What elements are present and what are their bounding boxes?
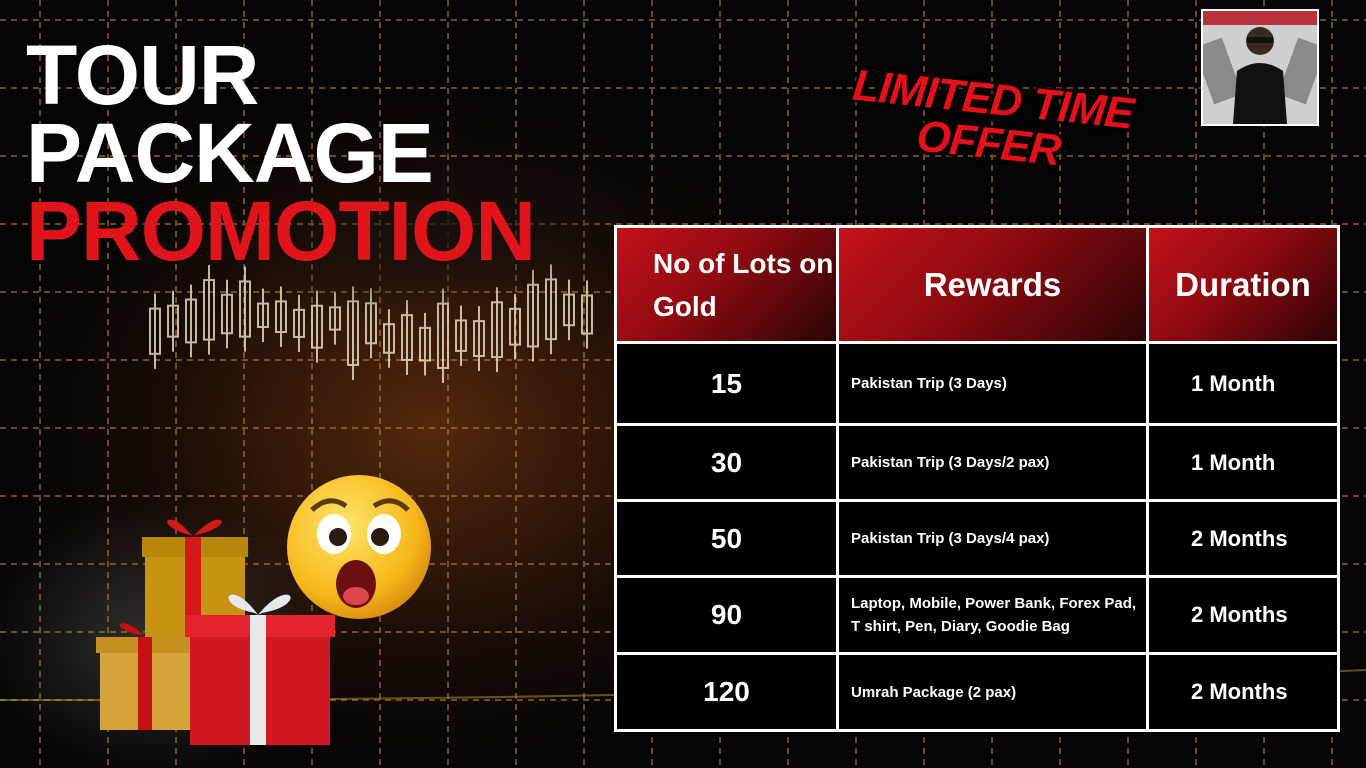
shocked-emoji-icon: [284, 472, 434, 627]
duration-value: 1 Month: [1149, 426, 1337, 499]
gift-boxes-icon: [90, 505, 350, 760]
lots-value: 50: [617, 502, 836, 575]
lots-value: 15: [617, 344, 836, 423]
header-duration: Duration: [1149, 228, 1337, 341]
candle-body: [167, 304, 179, 338]
candle-body: [473, 320, 485, 358]
avatar: [1201, 9, 1319, 126]
candle-body: [203, 279, 215, 341]
promo-table: No of Lots on Gold Rewards Duration 15 P…: [614, 225, 1340, 732]
page-title: TOUR PACKAGE PROMOTION: [26, 28, 536, 278]
header-lots: No of Lots on Gold: [617, 228, 836, 341]
headline-line-1: TOUR: [26, 28, 259, 122]
reward-value: Pakistan Trip (3 Days/2 pax): [839, 426, 1146, 499]
candle-body: [419, 326, 431, 362]
candle-body: [383, 323, 395, 354]
reward-value: Pakistan Trip (3 Days/4 pax): [839, 502, 1146, 575]
candle-body: [563, 293, 575, 327]
duration-value: 2 Months: [1149, 502, 1337, 575]
candle-body: [185, 298, 197, 344]
candle-body: [509, 307, 521, 346]
candle-body: [149, 307, 161, 355]
candle-body: [239, 280, 251, 338]
lots-value: 30: [617, 426, 836, 499]
reward-value: Laptop, Mobile, Power Bank, Forex Pad, T…: [839, 578, 1146, 652]
headline-line-2: PACKAGE: [26, 106, 434, 200]
avatar-photo: [1203, 11, 1317, 124]
lots-value: 90: [617, 578, 836, 652]
headline-line-3: PROMOTION: [26, 184, 536, 278]
candle-body: [221, 293, 233, 335]
candle-body: [455, 319, 467, 352]
reward-value: Umrah Package (2 pax): [839, 655, 1146, 729]
header-rewards: Rewards: [839, 228, 1146, 341]
lots-value: 120: [617, 655, 836, 729]
candle-body: [581, 294, 593, 335]
duration-value: 2 Months: [1149, 655, 1337, 729]
reward-value: Pakistan Trip (3 Days): [839, 344, 1146, 423]
duration-value: 1 Month: [1149, 344, 1337, 423]
duration-value: 2 Months: [1149, 578, 1337, 652]
